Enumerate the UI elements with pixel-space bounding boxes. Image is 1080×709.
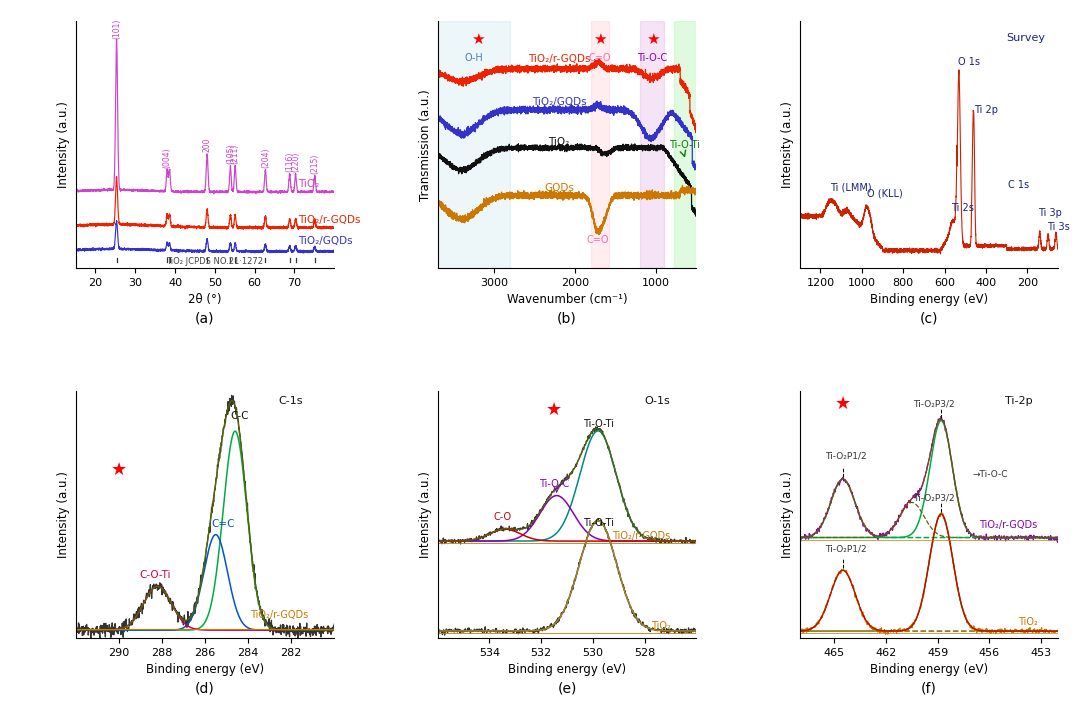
Text: (c): (c) bbox=[920, 311, 939, 325]
Text: C=O: C=O bbox=[589, 53, 610, 63]
Text: TiO₂: TiO₂ bbox=[298, 179, 320, 189]
Text: Ti 2s: Ti 2s bbox=[950, 203, 974, 213]
Text: Ti 3s: Ti 3s bbox=[1047, 222, 1070, 232]
Text: TiO₂/r-GQDs: TiO₂/r-GQDs bbox=[298, 215, 361, 225]
Text: →Ti-O-C: →Ti-O-C bbox=[972, 470, 1008, 479]
Text: ★: ★ bbox=[835, 395, 851, 413]
Text: TiO₂/r-GQDs: TiO₂/r-GQDs bbox=[528, 55, 590, 65]
Text: Ti (LMM): Ti (LMM) bbox=[829, 182, 872, 192]
Text: (211): (211) bbox=[231, 144, 240, 164]
Text: 200: 200 bbox=[203, 138, 212, 152]
Text: Ti 2p: Ti 2p bbox=[973, 105, 998, 115]
Text: TiO₂: TiO₂ bbox=[650, 620, 671, 630]
Text: TiO₂/r-GQDs: TiO₂/r-GQDs bbox=[980, 520, 1038, 530]
Bar bbox=[591, 21, 609, 268]
Y-axis label: Transmission (a.u.): Transmission (a.u.) bbox=[419, 89, 432, 201]
Text: C-C: C-C bbox=[230, 411, 248, 421]
Text: Ti-O-Ti: Ti-O-Ti bbox=[670, 140, 701, 150]
Y-axis label: Intensity (a.u.): Intensity (a.u.) bbox=[57, 471, 70, 558]
Text: GQDs: GQDs bbox=[544, 182, 573, 193]
Text: Ti-O₂P1/2: Ti-O₂P1/2 bbox=[825, 451, 867, 460]
Text: O (KLL): O (KLL) bbox=[867, 189, 903, 199]
Text: TiO₂/GQDs: TiO₂/GQDs bbox=[298, 236, 353, 246]
Text: TiO₂: TiO₂ bbox=[549, 137, 569, 147]
Text: C-O-Ti: C-O-Ti bbox=[139, 571, 171, 581]
Text: (b): (b) bbox=[557, 311, 577, 325]
Text: O 1s: O 1s bbox=[958, 57, 980, 67]
Text: TiO₂/r-GQDs: TiO₂/r-GQDs bbox=[251, 610, 309, 620]
Text: Ti-O₂P3/2: Ti-O₂P3/2 bbox=[914, 493, 955, 502]
Text: C=O: C=O bbox=[586, 235, 609, 245]
Text: Ti-2p: Ti-2p bbox=[1004, 396, 1032, 406]
Text: Ti-O-Ti: Ti-O-Ti bbox=[582, 419, 613, 430]
Text: (220): (220) bbox=[292, 152, 300, 172]
Bar bbox=[674, 21, 697, 268]
Text: O-H: O-H bbox=[464, 53, 484, 63]
X-axis label: Binding energy (eV): Binding energy (eV) bbox=[146, 664, 264, 676]
Text: (d): (d) bbox=[195, 681, 215, 696]
Text: Ti-O₂P3/2: Ti-O₂P3/2 bbox=[914, 400, 955, 408]
Text: Ti-O-Ti: Ti-O-Ti bbox=[582, 518, 613, 527]
Text: Survey: Survey bbox=[1007, 33, 1045, 43]
Text: (a): (a) bbox=[195, 311, 215, 325]
X-axis label: 2θ (°): 2θ (°) bbox=[188, 294, 221, 306]
Text: (215): (215) bbox=[310, 154, 320, 174]
Text: Ti-O-C: Ti-O-C bbox=[539, 479, 569, 489]
Text: C-1s: C-1s bbox=[279, 396, 303, 406]
X-axis label: Binding energy (eV): Binding energy (eV) bbox=[508, 664, 626, 676]
Y-axis label: Intensity (a.u.): Intensity (a.u.) bbox=[781, 471, 794, 558]
Bar bbox=[639, 21, 664, 268]
Text: TiO₂: TiO₂ bbox=[1017, 618, 1038, 627]
Text: Ti 3p: Ti 3p bbox=[1038, 208, 1062, 218]
Y-axis label: Intensity (a.u.): Intensity (a.u.) bbox=[57, 101, 70, 188]
Text: TiO₂/GQDs: TiO₂/GQDs bbox=[531, 97, 586, 107]
Bar bbox=[437, 21, 511, 268]
Text: ★: ★ bbox=[110, 461, 126, 479]
Text: ★: ★ bbox=[546, 401, 562, 419]
Text: Ti-O-C: Ti-O-C bbox=[637, 53, 667, 63]
Text: C-O: C-O bbox=[494, 511, 512, 522]
Y-axis label: Intensity (a.u.): Intensity (a.u.) bbox=[419, 471, 432, 558]
Text: C 1s: C 1s bbox=[1009, 180, 1029, 191]
Y-axis label: Intensity (a.u.): Intensity (a.u.) bbox=[781, 101, 794, 188]
X-axis label: Binding energy (eV): Binding energy (eV) bbox=[870, 294, 988, 306]
X-axis label: Wavenumber (cm⁻¹): Wavenumber (cm⁻¹) bbox=[507, 294, 627, 306]
Text: TiO₂/r-GQDs: TiO₂/r-GQDs bbox=[612, 531, 671, 541]
Text: Ti-O₂P1/2: Ti-O₂P1/2 bbox=[825, 545, 867, 554]
Text: (116): (116) bbox=[285, 152, 294, 172]
Text: ★: ★ bbox=[646, 32, 660, 47]
Text: (f): (f) bbox=[921, 681, 937, 696]
Text: C=C: C=C bbox=[212, 519, 234, 529]
Text: (e): (e) bbox=[557, 681, 577, 696]
X-axis label: Binding energy (eV): Binding energy (eV) bbox=[870, 664, 988, 676]
Text: TiO₂ JCPDS NO.21·1272: TiO₂ JCPDS NO.21·1272 bbox=[166, 257, 264, 266]
Text: O-1s: O-1s bbox=[645, 396, 671, 406]
Text: (204): (204) bbox=[261, 147, 270, 168]
Text: (004): (004) bbox=[163, 147, 172, 168]
Text: (101): (101) bbox=[112, 18, 121, 39]
Text: (105): (105) bbox=[226, 144, 234, 164]
Text: ★: ★ bbox=[593, 32, 606, 47]
Text: ★: ★ bbox=[471, 32, 485, 47]
